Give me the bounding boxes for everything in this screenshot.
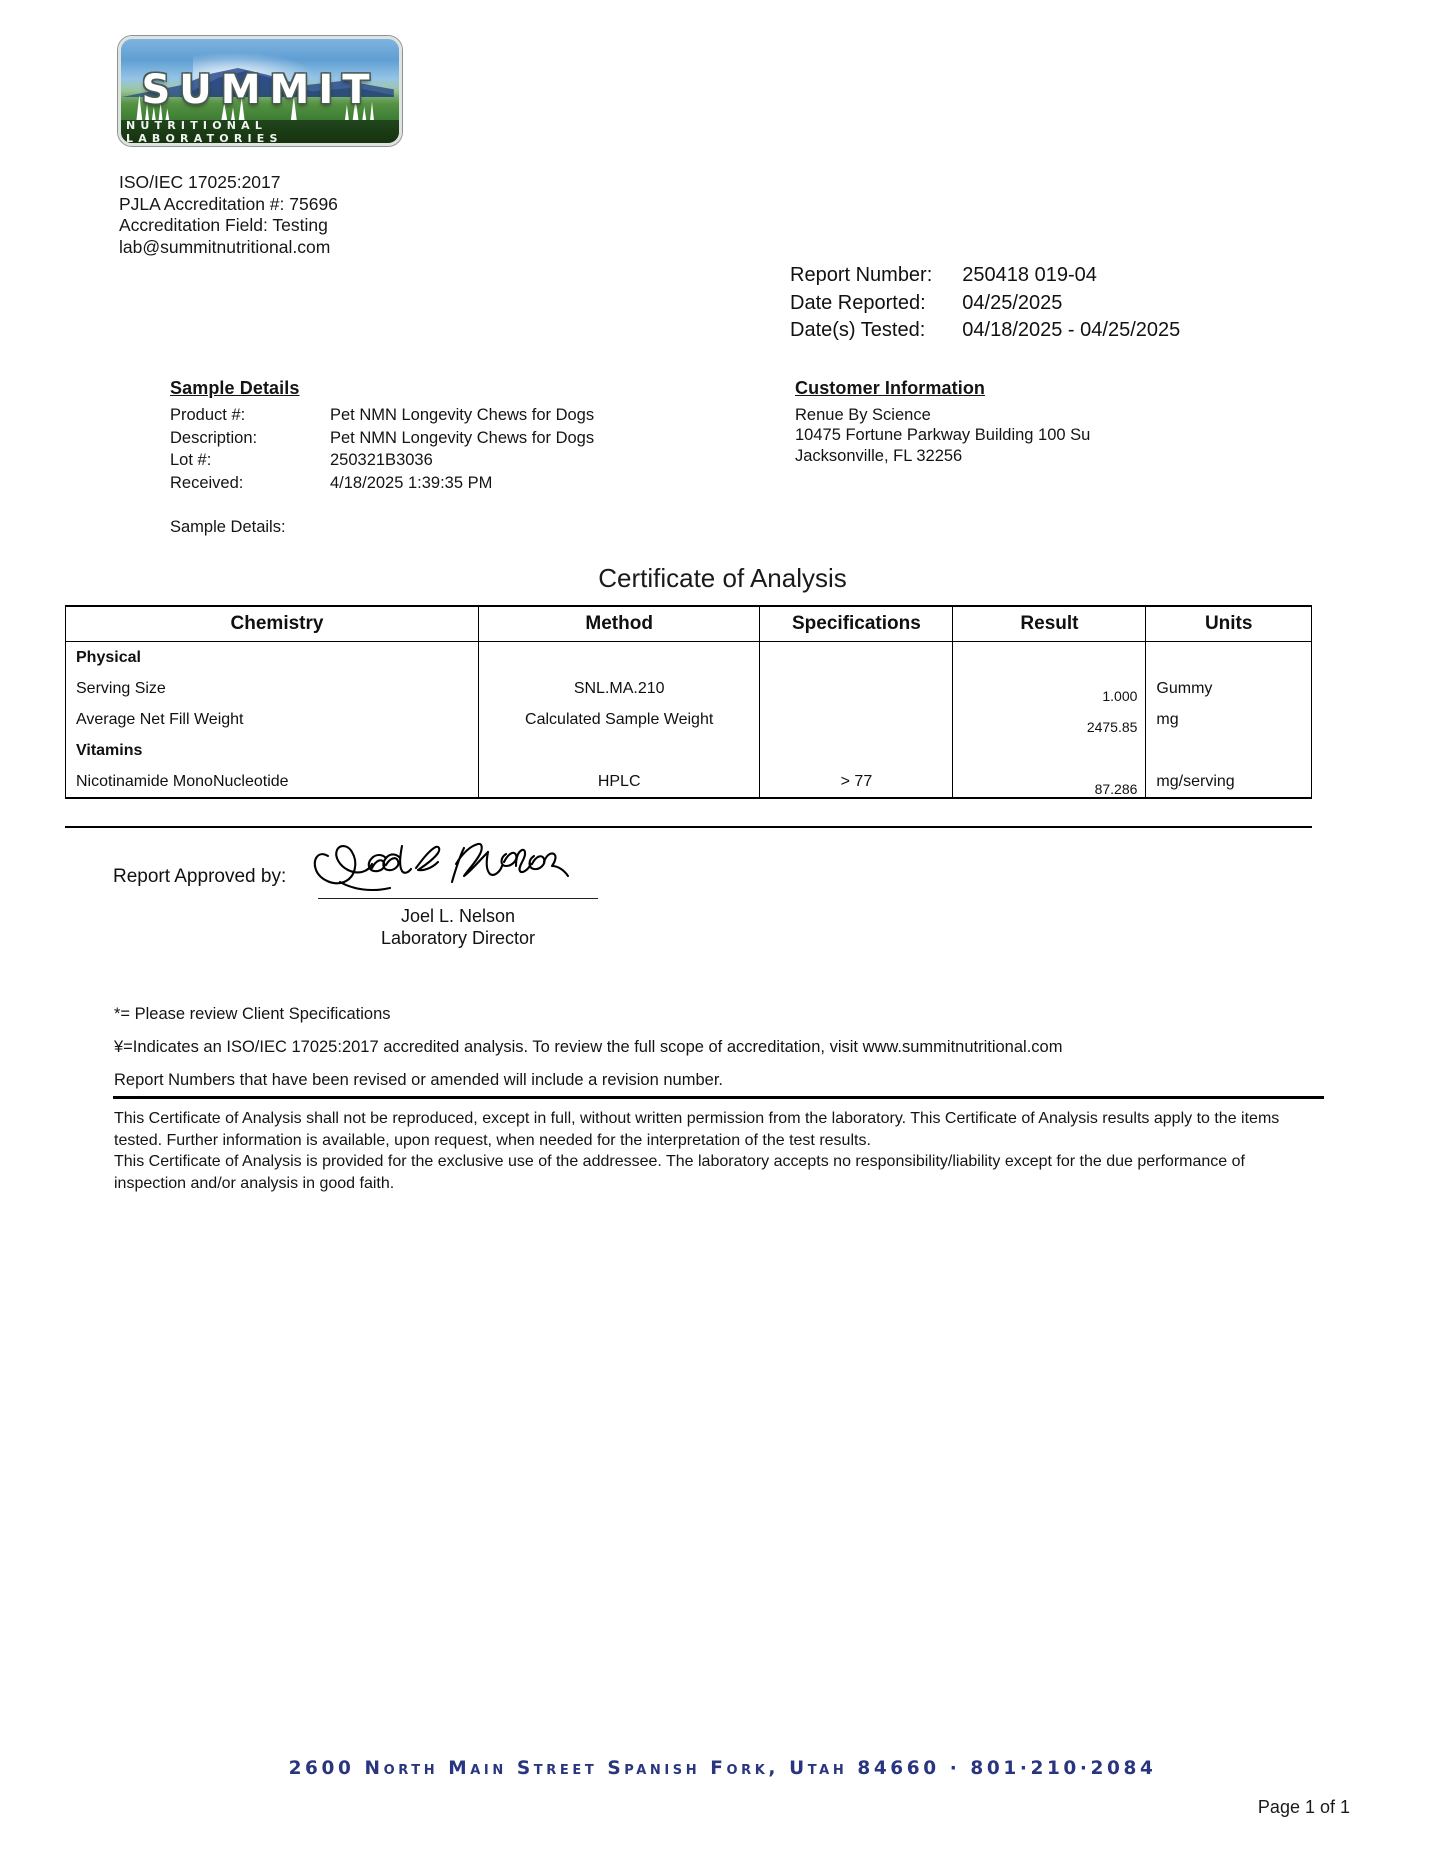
cell-units: mg (1145, 704, 1312, 735)
accreditation-block: ISO/IEC 17025:2017 PJLA Accreditation #:… (119, 172, 338, 258)
cell-units (1145, 641, 1312, 673)
cell-units (1145, 735, 1312, 766)
customer-name: Renue By Science (795, 405, 931, 424)
sample-details-heading: Sample Details (170, 378, 300, 398)
customer-address-line-1: 10475 Fortune Parkway Building 100 Su (795, 426, 1091, 444)
cell-result: 1.000 (952, 673, 1147, 704)
column-header-method: Method (477, 605, 761, 642)
product-number-label: Product #: (170, 406, 246, 424)
results-table: Chemistry Method Specifications Result U… (65, 605, 1312, 799)
page-number: Page 1 of 1 (1257, 1797, 1350, 1817)
customer-information-block: Customer Information Renue By Science 10… (795, 378, 1090, 466)
date-reported-value: 04/25/2025 (962, 291, 1063, 314)
pjla-accreditation-line: PJLA Accreditation #: 75696 (119, 193, 338, 214)
cell-specifications: > 77 (759, 766, 954, 799)
logo-badge: SUMMIT NUTRITIONAL LABORATORIES (118, 36, 402, 146)
cell-specifications (759, 704, 954, 735)
sample-detail-row: Description: Pet NMN Longevity Chews for… (170, 428, 594, 451)
disclaimer-paragraph-1: This Certificate of Analysis shall not b… (114, 1110, 1280, 1149)
dates-tested-label: Date(s) Tested: (790, 319, 926, 341)
signatory-title: Laboratory Director (380, 928, 536, 948)
logo-wordmark: SUMMIT (141, 67, 379, 114)
notes-block: *= Please review Client Specifications ¥… (114, 1005, 1224, 1104)
report-meta-block: Report Number: 250418 019-04 Date Report… (790, 262, 1180, 345)
report-number-value: 250418 019-04 (962, 264, 1097, 286)
iso-standard-line: ISO/IEC 17025:2017 (119, 172, 281, 192)
customer-address-line-2: Jacksonville, FL 32256 (795, 446, 963, 465)
disclaimer-divider (113, 1096, 1324, 1099)
cell-method (477, 735, 761, 766)
report-approved-by-label: Report Approved by: (113, 866, 287, 887)
disclaimer-paragraph-2: This Certificate of Analysis is provided… (114, 1153, 1245, 1192)
table-row: Average Net Fill Weight Calculated Sampl… (65, 704, 1312, 735)
date-reported-label: Date Reported: (790, 291, 926, 314)
note-accredited-analysis: ¥=Indicates an ISO/IEC 17025:2017 accred… (114, 1038, 1063, 1056)
date-reported-row: Date Reported: 04/25/2025 (790, 290, 1180, 318)
signature-line (318, 898, 598, 899)
cell-method: Calculated Sample Weight (477, 704, 761, 735)
cell-specifications (759, 673, 954, 704)
column-header-result: Result (952, 605, 1147, 642)
description-label: Description: (170, 428, 258, 447)
group-label-physical: Physical (65, 641, 479, 673)
description-value: Pet NMN Longevity Chews for Dogs (330, 428, 595, 447)
dates-tested-value: 04/18/2025 - 04/25/2025 (962, 319, 1181, 341)
column-header-units: Units (1145, 605, 1312, 642)
report-number-label: Report Number: (790, 264, 933, 286)
cell-method: HPLC (477, 766, 761, 799)
received-label: Received: (170, 473, 244, 492)
customer-information-heading: Customer Information (795, 378, 986, 398)
sample-detail-row: Product #: Pet NMN Longevity Chews for D… (170, 405, 594, 428)
sample-detail-row: Received: 4/18/2025 1:39:35 PM (170, 473, 594, 496)
cell-units: Gummy (1145, 673, 1312, 704)
cell-specifications (759, 735, 954, 766)
table-header-row: Chemistry Method Specifications Result U… (65, 605, 1312, 642)
cell-result (952, 641, 1147, 673)
cell-result: 87.286 (952, 766, 1147, 799)
cell-chemistry: Serving Size (65, 673, 479, 704)
signature-image (313, 842, 570, 892)
table-row: Nicotinamide MonoNucleotide HPLC > 77 87… (65, 766, 1312, 799)
accreditation-field-line: Accreditation Field: Testing (119, 215, 328, 235)
disclaimer-block: This Certificate of Analysis shall not b… (114, 1108, 1309, 1194)
sample-detail-row: Lot #: 250321B3036 (170, 450, 594, 473)
received-value: 4/18/2025 1:39:35 PM (330, 473, 493, 492)
note-client-specifications: *= Please review Client Specifications (114, 1005, 391, 1023)
footer-address: 2600 North Main Street Spanish Fork, Uta… (288, 1758, 1157, 1779)
logo-subtitle-bar: NUTRITIONAL LABORATORIES (121, 118, 399, 145)
dates-tested-row: Date(s) Tested: 04/18/2025 - 04/25/2025 (790, 317, 1180, 345)
signature-section-divider (65, 826, 1312, 828)
column-header-specifications: Specifications (759, 605, 954, 642)
column-header-chemistry: Chemistry (65, 605, 479, 642)
chromatogram-peaks-icon (136, 95, 374, 121)
cell-chemistry: Average Net Fill Weight (65, 704, 479, 735)
signatory-block: Joel L. Nelson Laboratory Director (318, 905, 598, 949)
table-group-row: Vitamins (65, 735, 1312, 766)
lot-number-value: 250321B3036 (330, 451, 433, 469)
table-group-row: Physical (65, 641, 1312, 673)
summit-nutritional-laboratories-logo: SUMMIT NUTRITIONAL LABORATORIES (118, 36, 402, 146)
cell-units: mg/serving (1145, 766, 1312, 799)
group-label-vitamins: Vitamins (65, 735, 479, 766)
cell-result: 2475.85 (952, 704, 1147, 735)
product-number-value: Pet NMN Longevity Chews for Dogs (330, 406, 595, 424)
note-revision-number: Report Numbers that have been revised or… (114, 1071, 723, 1089)
page-title: Certificate of Analysis (598, 563, 847, 593)
cell-chemistry: Nicotinamide MonoNucleotide (65, 766, 479, 799)
cell-method (477, 641, 761, 673)
cell-method: SNL.MA.210 (477, 673, 761, 704)
lot-number-label: Lot #: (170, 451, 212, 469)
logo-subtitle: NUTRITIONAL LABORATORIES (126, 118, 283, 145)
lab-email-line: lab@summitnutritional.com (119, 236, 331, 257)
sample-details-secondary-label: Sample Details: (170, 518, 286, 536)
cell-specifications (759, 641, 954, 673)
report-number-row: Report Number: 250418 019-04 (790, 262, 1180, 290)
signatory-name: Joel L. Nelson (400, 906, 516, 926)
sample-details-block: Sample Details Product #: Pet NMN Longev… (170, 378, 594, 495)
cell-result (952, 735, 1147, 766)
mountain-icon (121, 67, 394, 98)
table-row: Serving Size SNL.MA.210 1.000 Gummy (65, 673, 1312, 704)
